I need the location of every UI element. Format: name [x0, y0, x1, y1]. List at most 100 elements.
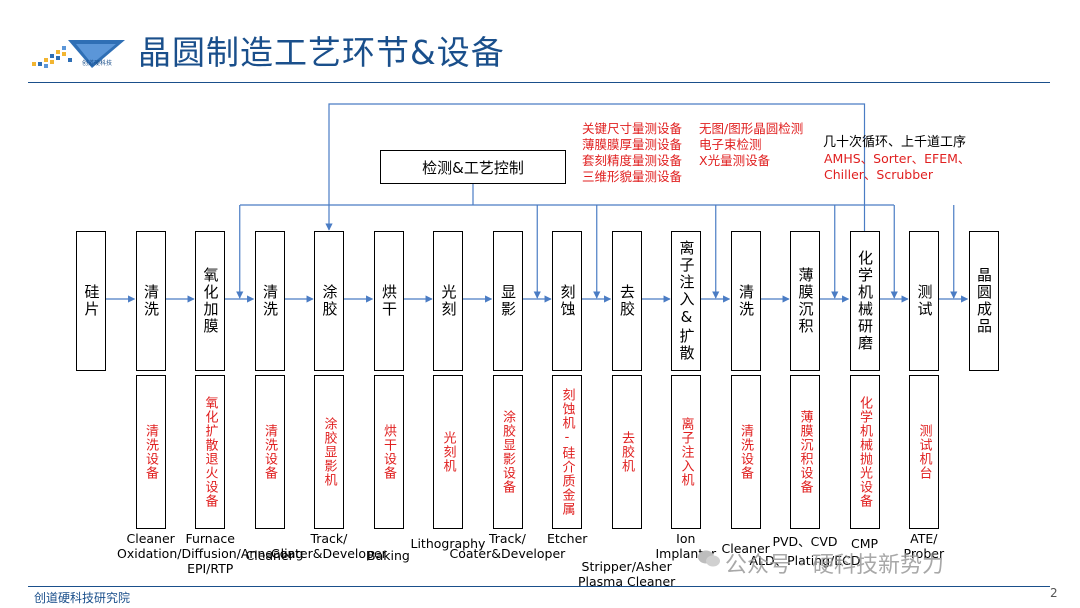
equipment-english-label: Cleaner: [722, 541, 770, 556]
inspection-item: 三维形貌量测设备: [582, 169, 683, 184]
equipment-label: 化学机械抛光设备: [857, 396, 872, 508]
english-line: Track/: [310, 531, 348, 546]
english-line: Furnace: [185, 531, 235, 546]
english-line: Cleaner: [721, 541, 770, 556]
process-step-label: 硅片: [82, 284, 101, 318]
process-step-label: 刻蚀: [558, 284, 577, 318]
equipment-label: 清洗设备: [262, 424, 277, 480]
inspection-item: 电子束检测: [699, 137, 762, 152]
english-line: Track/: [488, 531, 526, 546]
loop-lines: [325, 103, 866, 231]
equipment-box: 刻蚀机-硅介质金属: [552, 375, 582, 529]
equipment-box: 清洗设备: [730, 375, 761, 529]
process-step-box: 光刻: [433, 231, 463, 371]
equipment-english-label: Furnace Oxidation/Diffusion/Annealing EPI/…: [117, 531, 303, 576]
english-line: Stripper/Asher: [581, 559, 672, 574]
equipment-label: 离子注入机: [678, 417, 694, 487]
inspection-item: 薄膜膜厚量测设备: [582, 137, 683, 152]
process-step-label: 去胶: [618, 284, 636, 318]
process-step-box: 清洗: [730, 231, 761, 371]
process-step-box: 测试: [909, 231, 939, 371]
equipment-label: 光刻机: [440, 431, 456, 473]
process-loop-arrow: [325, 103, 866, 231]
equipment-box: 清洗设备: [135, 375, 166, 529]
process-step-box: 氧化加膜: [195, 231, 225, 371]
english-line: PVD、CVD: [772, 534, 838, 549]
equipment-english-label: PVD、CVD ALD、Plating/ECD: [750, 531, 861, 569]
equipment-english-label: Etcher: [547, 531, 587, 546]
equipment-box: 光刻机: [433, 375, 463, 529]
footer-divider: [28, 586, 1050, 587]
equipment-english-label: Cleaner: [127, 531, 175, 546]
process-step-box: 化学机械研磨: [849, 231, 880, 371]
equipment-label: 清洗设备: [738, 424, 753, 480]
english-line: ATE/: [910, 531, 938, 546]
watermark: 公众号 · 硬科技新势力: [725, 553, 944, 578]
equipment-box: 去胶机: [611, 375, 642, 529]
equipment-label: 清洗设备: [143, 424, 158, 480]
equipment-english-label: Baking: [367, 548, 410, 563]
equipment-label: 涂胶显影设备: [500, 410, 515, 494]
process-step-label: 涂胶: [320, 284, 339, 318]
process-step-box: 清洗: [135, 231, 166, 371]
process-step-label: 清洗: [261, 284, 279, 318]
inspection-item: X光量测设备: [699, 153, 771, 168]
inspection-item: 无图/图形晶圆检测: [699, 121, 804, 136]
header-divider: [28, 82, 1050, 83]
equipment-english-label: Lithography: [411, 536, 486, 551]
english-line: Prober: [903, 546, 945, 561]
equipment-english-label: Track/Coater&Developer: [271, 531, 387, 561]
loop-description: 几十次循环、上千道工序: [823, 135, 967, 150]
equipment-box: 氧化扩散退火设备: [195, 375, 225, 529]
process-step-label: 显影: [499, 284, 517, 318]
process-step-label: 测试: [915, 284, 934, 318]
footer-organization: 创道硬科技研究院: [34, 591, 131, 605]
process-step-box: 薄膜沉积: [790, 231, 820, 371]
page-number: 2: [1050, 586, 1058, 600]
inspection-item: 套刻精度量测设备: [582, 153, 683, 168]
inspection-item: 关键尺寸量测设备: [582, 121, 683, 136]
equipment-box: 薄膜沉积设备: [790, 375, 820, 529]
process-step-box: 清洗: [254, 231, 285, 371]
process-step-box: 显影: [492, 231, 523, 371]
equipment-english-label: ATE/Prober: [904, 531, 945, 561]
equipment-label: 刻蚀机-硅介质金属: [559, 388, 575, 516]
process-step-label: 氧化加膜: [201, 267, 220, 335]
equipment-box: 涂胶显影机: [314, 375, 344, 529]
english-line: Baking: [367, 548, 410, 563]
english-line: Cleaner: [245, 548, 294, 563]
page-title: 晶圆制造工艺环节&设备: [138, 33, 505, 72]
english-line: EPI/RTP: [187, 561, 234, 576]
equipment-english-label: Track/Coater&Developer: [450, 531, 566, 561]
logo-text: 创道硬科技: [82, 60, 113, 67]
process-step-label: 离子注入&扩散: [677, 240, 696, 362]
english-line: CMP: [851, 536, 879, 551]
equipment-box: 涂胶显影设备: [492, 375, 523, 529]
equipment-box: 化学机械抛光设备: [849, 375, 880, 529]
process-step-label: 烘干: [380, 284, 398, 318]
equipment-label: 薄膜沉积设备: [797, 410, 813, 494]
wechat-icon: [698, 550, 720, 567]
inspection-control-box: 检测&工艺控制: [380, 150, 566, 184]
process-step-box: 离子注入&扩散: [671, 231, 701, 371]
automation-line: Chiller、Scrubber: [824, 167, 933, 182]
process-step-box: 硅片: [76, 231, 106, 371]
control-lines: [236, 184, 958, 299]
inspection-equipment-list-right: 无图/图形晶圆检测 电子束检测 X光量测设备: [699, 121, 803, 169]
automation-equipment-list: AMHS、Sorter、EFEM、 Chiller、Scrubber: [824, 151, 970, 183]
equipment-box: 离子注入机: [671, 375, 701, 529]
process-step-box: 刻蚀: [552, 231, 582, 371]
english-line: Ion: [676, 531, 696, 546]
process-step-box: 涂胶: [314, 231, 344, 371]
equipment-english-label: CMP: [851, 536, 878, 551]
process-step-box: 去胶: [611, 231, 642, 371]
english-line: ALD、Plating/ECD: [749, 553, 861, 568]
equipment-label: 测试机台: [916, 424, 932, 480]
equipment-label: 去胶机: [619, 431, 634, 473]
company-logo: [32, 40, 125, 68]
equipment-label: 烘干设备: [381, 424, 396, 480]
english-line: Cleaner: [126, 531, 175, 546]
equipment-english-label: Cleaner: [246, 548, 294, 563]
equipment-box: 烘干设备: [373, 375, 404, 529]
